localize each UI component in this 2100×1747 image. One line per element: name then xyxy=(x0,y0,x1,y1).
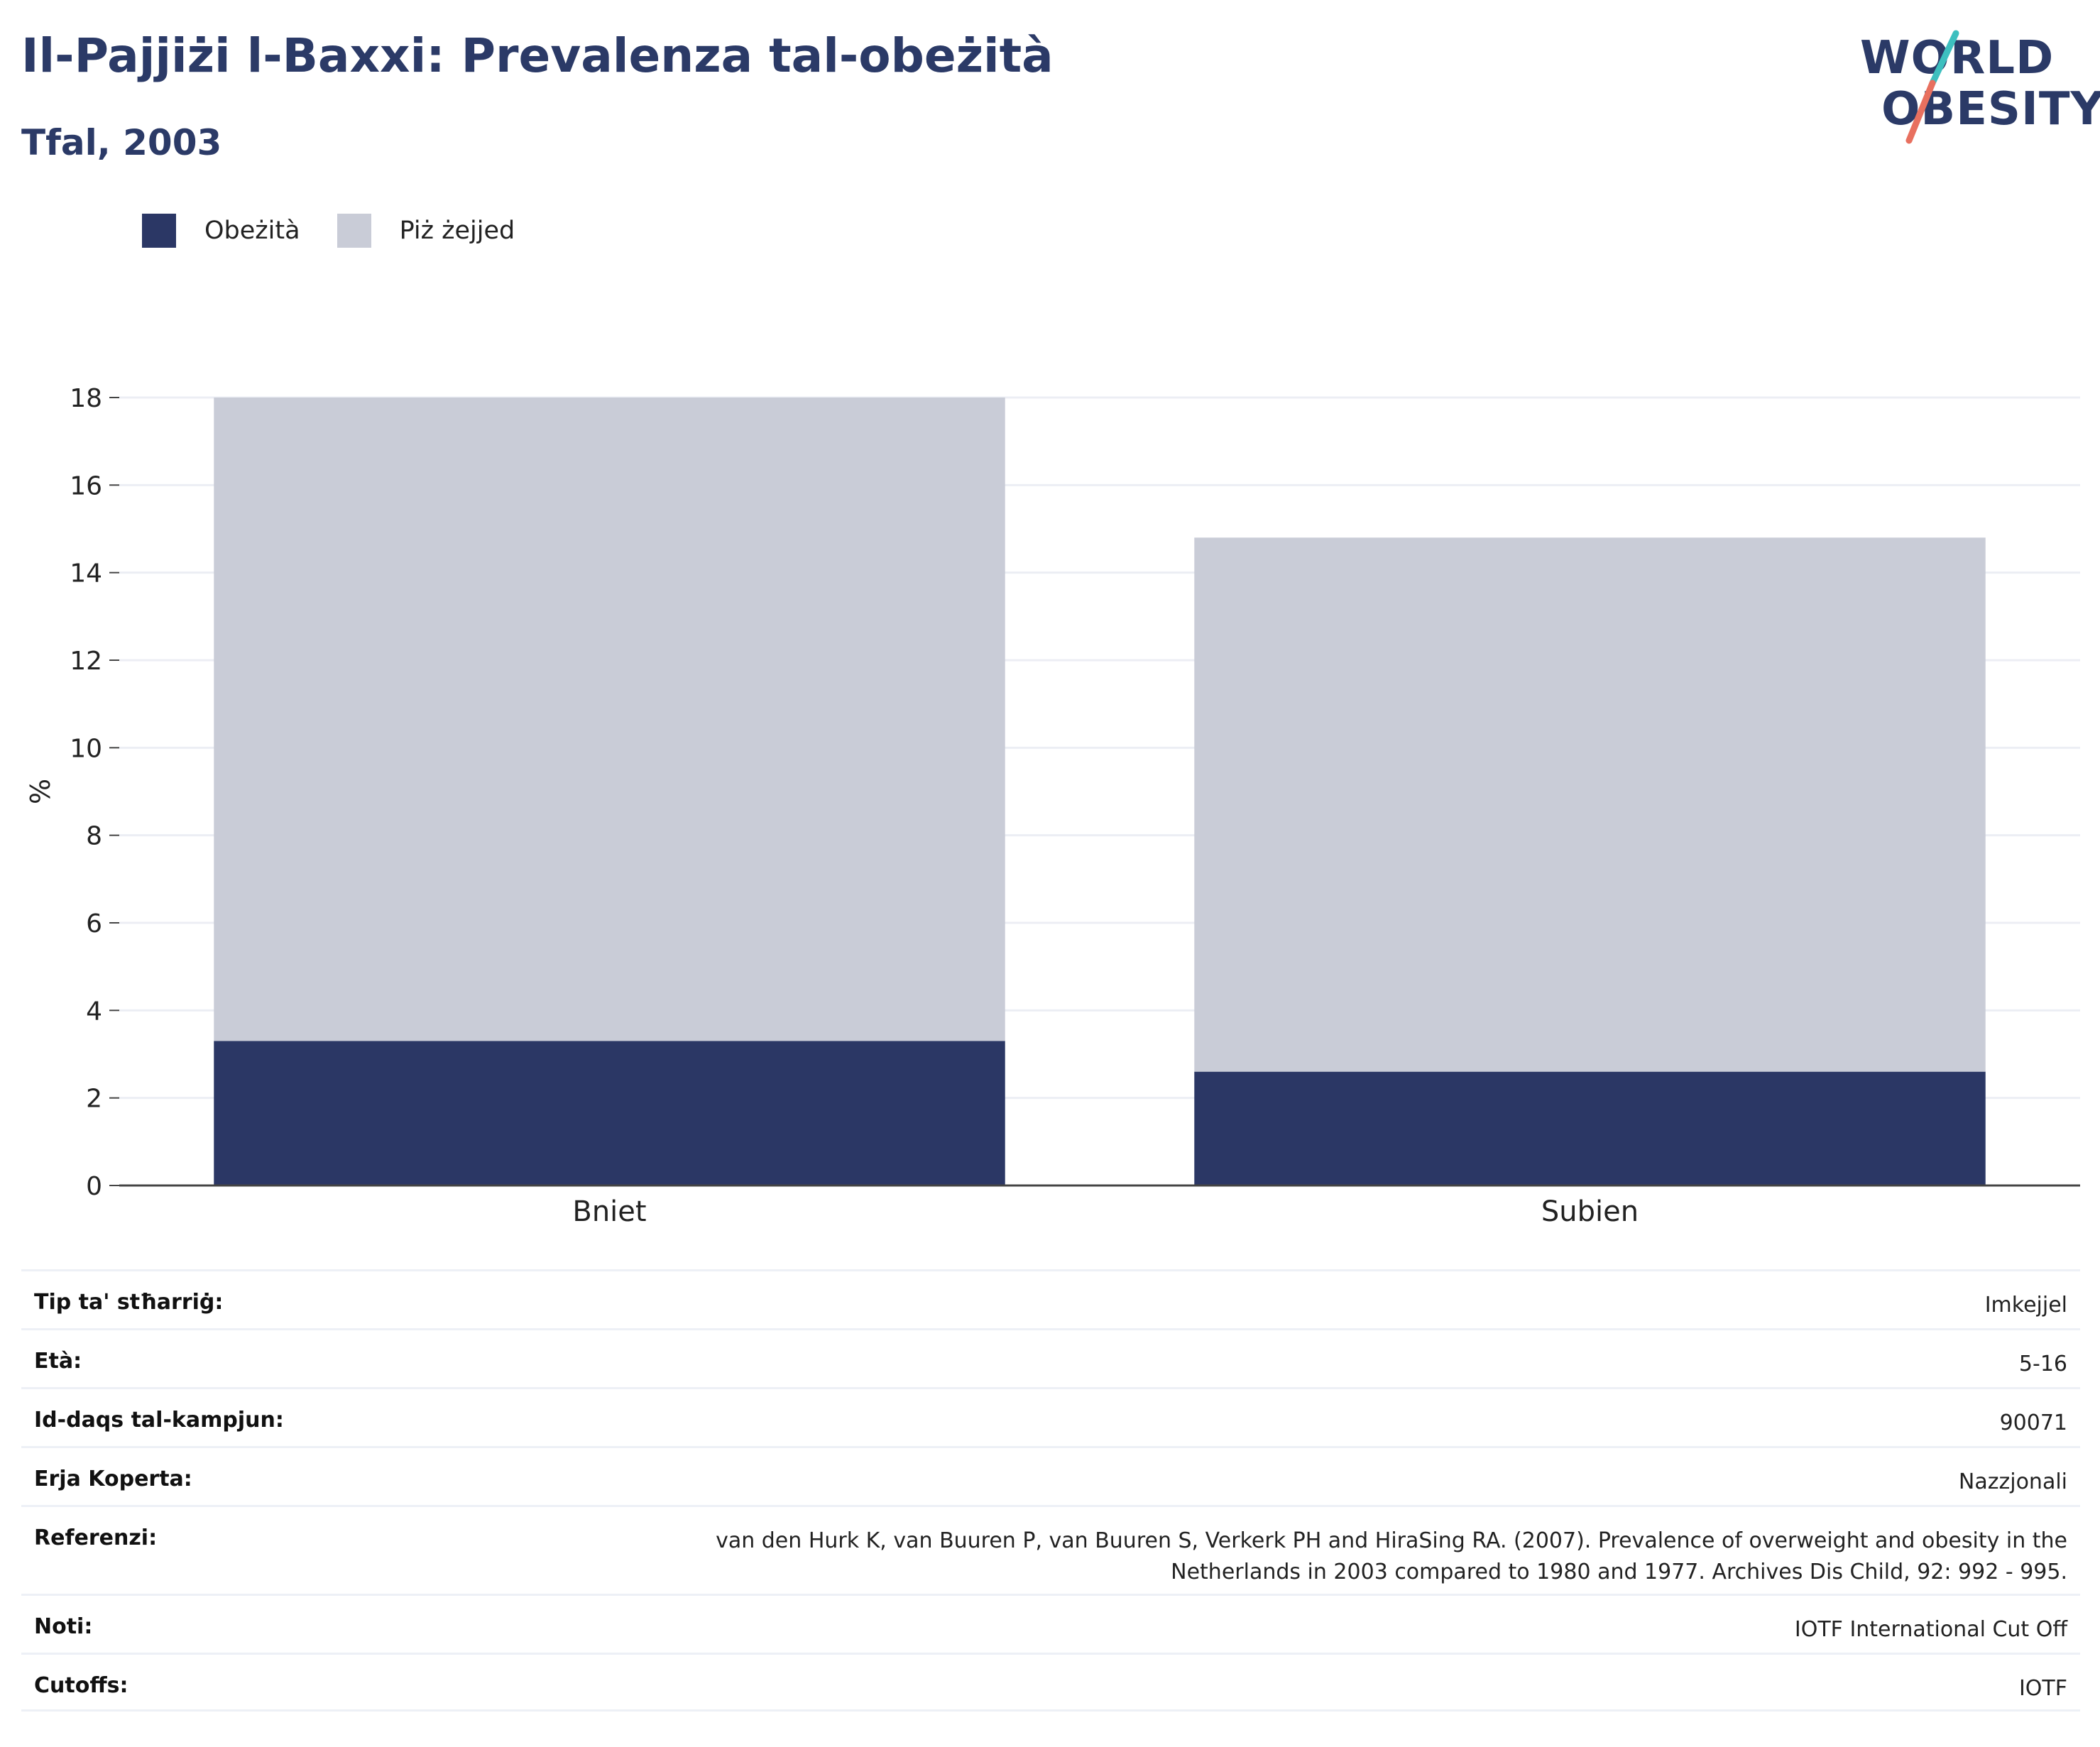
info-label: Cutoffs: xyxy=(34,1673,128,1698)
y-tick-label: 16 xyxy=(70,471,102,500)
bar-obesity-boys xyxy=(1194,1071,1986,1185)
chart-legend: Obeżità Piż żejjed xyxy=(142,213,552,248)
info-label: Referenzi: xyxy=(34,1526,158,1550)
logo-line-1: WORLD xyxy=(1860,32,2055,84)
info-label: Tip ta' stħarriġ: xyxy=(34,1290,224,1315)
info-row: Id-daqs tal-kampjun: 90071 xyxy=(21,1387,2080,1446)
info-label: Noti: xyxy=(34,1614,93,1639)
info-row: Età: 5-16 xyxy=(21,1328,2080,1387)
bar-obesity-girls xyxy=(214,1041,1005,1185)
y-tick-label: 4 xyxy=(86,997,102,1026)
y-tick-label: 10 xyxy=(70,734,102,763)
y-tick-label: 6 xyxy=(86,909,102,938)
world-obesity-logo: WORLD OBESITY xyxy=(1856,25,2100,153)
info-value: 5-16 xyxy=(2018,1352,2067,1376)
bar-overweight-girls xyxy=(214,398,1005,1041)
y-tick-label: 12 xyxy=(70,647,102,676)
info-value: Imkejjel xyxy=(1984,1293,2067,1318)
info-label: Id-daqs tal-kampjun: xyxy=(34,1408,284,1433)
info-label: Età: xyxy=(34,1349,82,1374)
chart-title: Il-Pajjiżi l-Baxxi: Prevalenza tal-obeżi… xyxy=(21,28,1054,83)
legend-label-obesity: Obeżità xyxy=(204,217,300,245)
info-table: Tip ta' stħarriġ: Imkejjel Età: 5-16 Id-daqs… xyxy=(21,1269,2080,1712)
legend-label-overweight: Piż żejjed xyxy=(399,217,515,245)
x-tick-label: Bniet xyxy=(572,1195,646,1228)
info-row: Cutoffs: IOTF xyxy=(21,1653,2080,1712)
legend-swatch-overweight xyxy=(337,214,371,248)
y-tick-label: 18 xyxy=(70,384,102,413)
info-row: Tip ta' stħarriġ: Imkejjel xyxy=(21,1269,2080,1328)
legend-item-obesity[interactable]: Obeżità xyxy=(142,214,300,248)
legend-swatch-obesity xyxy=(142,214,176,248)
info-label: Erja Koperta: xyxy=(34,1467,192,1491)
reference-text: van den Hurk K, van Buuren P, van Buuren… xyxy=(716,1528,2067,1584)
y-axis-label: % xyxy=(25,779,56,804)
bar-chart: 0 2 4 6 8 10 12 14 16 18% Bniet Subien xyxy=(25,384,2080,1228)
bar-overweight-boys xyxy=(1194,537,1986,1072)
y-tick-label: 8 xyxy=(86,822,102,851)
x-tick-label: Subien xyxy=(1541,1195,1639,1228)
info-value: 90071 xyxy=(1999,1411,2067,1435)
logo-slash-icon xyxy=(1905,30,1959,144)
y-tick-label: 14 xyxy=(70,559,102,588)
y-tick-label: 2 xyxy=(86,1085,102,1114)
info-row: Erja Koperta: Nazzjonali xyxy=(21,1446,2080,1505)
info-value: Nazzjonali xyxy=(1958,1469,2067,1494)
y-tick-label: 0 xyxy=(86,1172,102,1201)
info-row: Referenzi: van den Hurk K, van Buuren P, … xyxy=(21,1505,2080,1594)
info-value: IOTF International Cut Off xyxy=(1794,1617,2067,1642)
info-row: Noti: IOTF International Cut Off xyxy=(21,1594,2080,1653)
info-value: IOTF xyxy=(2018,1676,2067,1701)
chart-subtitle: Tfal, 2003 xyxy=(21,122,222,163)
legend-item-overweight[interactable]: Piż żejjed xyxy=(337,214,515,248)
